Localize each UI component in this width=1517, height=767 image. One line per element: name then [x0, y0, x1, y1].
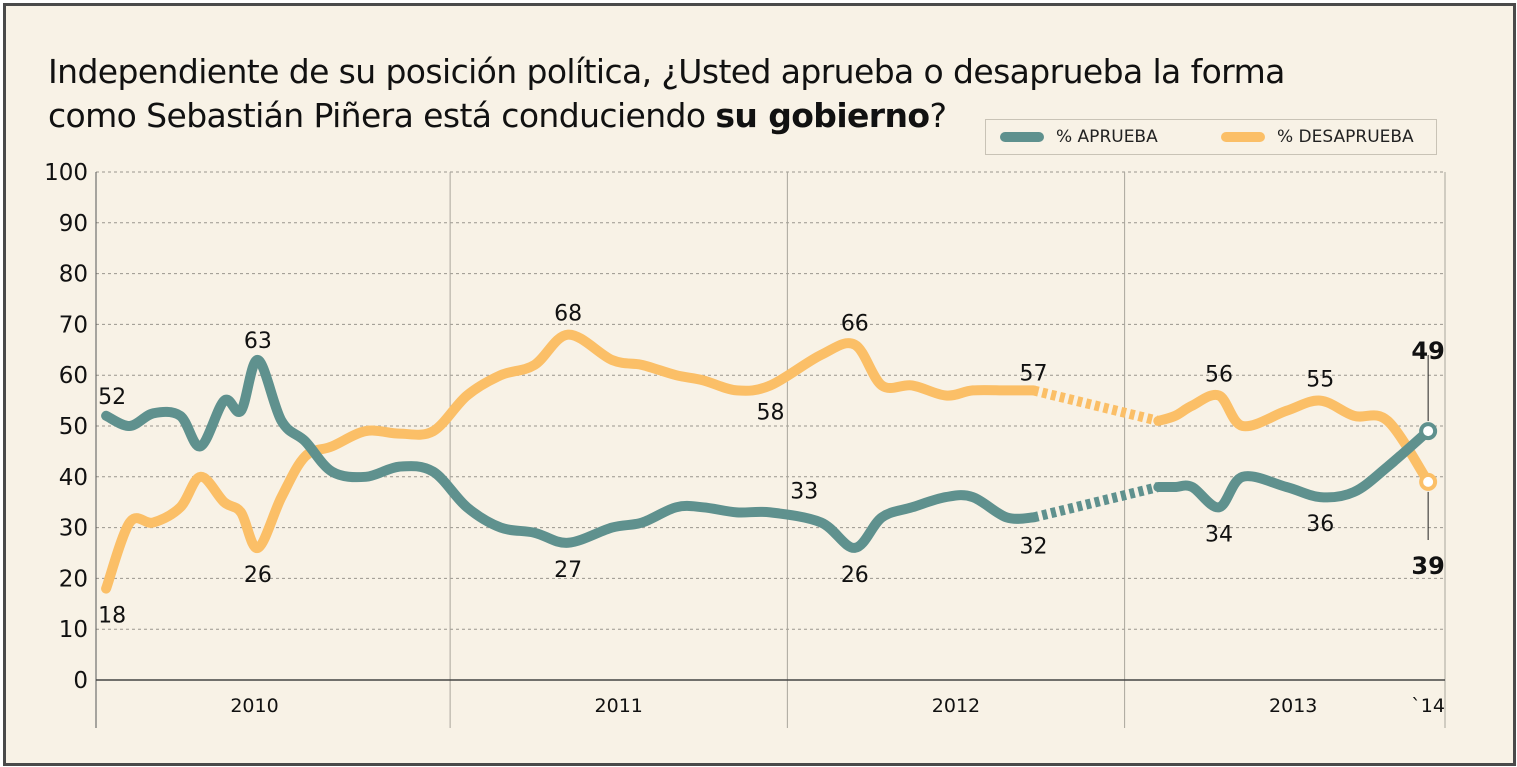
- title-line-1: Independiente de su posición política, ¿…: [48, 52, 1285, 91]
- legend-item-aprueba: % APRUEBA: [1000, 120, 1158, 154]
- legend-swatch-aprueba: [1000, 132, 1044, 142]
- data-label: 57: [1020, 361, 1048, 386]
- series-gap-dashed-desaprueba: [1032, 385, 1160, 426]
- data-label: 27: [554, 558, 582, 583]
- y-tick-label: 100: [44, 160, 88, 186]
- y-tick-label: 70: [59, 312, 88, 338]
- endpoint-marker-desaprueba: [1419, 472, 1438, 491]
- data-label: 26: [244, 563, 272, 588]
- data-label: 32: [1020, 534, 1048, 559]
- data-label: 66: [841, 312, 869, 337]
- title-line-2-bold: su gobierno: [715, 96, 930, 135]
- series-gap-dashed-aprueba: [1032, 482, 1160, 523]
- data-label: 52: [98, 385, 126, 410]
- title-line-2-end: ?: [929, 96, 947, 135]
- data-label: 39: [1411, 552, 1444, 580]
- y-tick-label: 50: [59, 414, 88, 440]
- y-tick-label: 60: [59, 363, 88, 389]
- x-period-label: `14: [1411, 695, 1445, 717]
- data-label: 18: [98, 604, 126, 629]
- legend-label-aprueba: % APRUEBA: [1056, 127, 1158, 147]
- data-label: 58: [757, 400, 785, 425]
- x-period-label: 2010: [230, 695, 278, 717]
- series-line-desaprueba-b: [1153, 389, 1434, 487]
- data-label: 63: [244, 329, 272, 354]
- series-line-aprueba-b: [1153, 426, 1434, 513]
- chart-title: Independiente de su posición política, ¿…: [48, 50, 1408, 138]
- grid-layer: [95, 171, 1446, 728]
- series-layer: [101, 329, 1438, 594]
- data-label: 33: [790, 479, 818, 504]
- y-tick-label: 10: [59, 617, 88, 643]
- chart-legend: % APRUEBA % DESAPRUEBA: [985, 119, 1437, 155]
- endpoint-marker-aprueba: [1419, 422, 1438, 441]
- data-label: 56: [1205, 363, 1233, 388]
- data-label: 26: [841, 563, 869, 588]
- legend-label-desaprueba: % DESAPRUEBA: [1277, 127, 1414, 147]
- data-label: 36: [1306, 512, 1334, 537]
- title-line-2-text: como Sebastián Piñera está conduciendo: [48, 96, 716, 135]
- y-tick-label: 20: [59, 566, 88, 592]
- series-line-aprueba-a: [101, 354, 1039, 553]
- x-period-label: 2013: [1269, 695, 1317, 717]
- x-period-label: 2012: [932, 695, 980, 717]
- data-label: 55: [1306, 368, 1334, 393]
- y-tick-label: 40: [59, 465, 88, 491]
- y-tick-label: 90: [59, 211, 88, 237]
- y-tick-label: 0: [73, 668, 88, 694]
- data-label: 34: [1205, 522, 1233, 547]
- legend-swatch-desaprueba: [1221, 132, 1265, 142]
- series-line-desaprueba-a: [101, 329, 1039, 594]
- legend-item-desaprueba: % DESAPRUEBA: [1221, 120, 1414, 154]
- x-period-label: 2011: [595, 695, 643, 717]
- data-label: 68: [554, 302, 582, 327]
- axis-layer: 0 10 20 30 40 50 60 70 80 90 100 2010 2011 2012 2013 `1…: [44, 160, 1445, 717]
- title-line-2: como Sebastián Piñera está conduciendo s…: [48, 94, 1408, 138]
- y-tick-label: 30: [59, 516, 88, 542]
- y-tick-label: 80: [59, 262, 88, 288]
